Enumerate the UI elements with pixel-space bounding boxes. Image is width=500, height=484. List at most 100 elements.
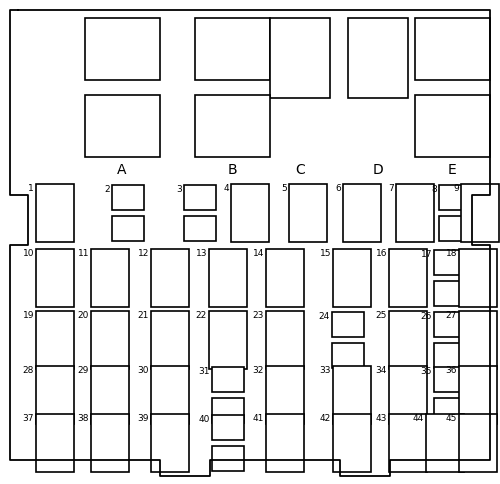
Text: 41: 41 [252,414,264,423]
Bar [151,414,189,472]
Text: 39: 39 [138,414,149,423]
Bar [85,18,160,80]
Bar [184,185,216,210]
Bar [36,366,74,424]
Bar [332,343,364,368]
Bar [112,185,144,210]
Bar [434,343,466,368]
Text: 6: 6 [335,184,341,193]
Text: 20: 20 [78,311,89,320]
Bar [36,184,74,242]
Bar [266,249,304,307]
Bar [266,414,304,472]
Bar [112,216,144,241]
Bar [85,95,160,157]
Bar [426,414,464,472]
Bar [266,366,304,424]
Text: A: A [117,163,127,177]
Bar [212,446,244,471]
Text: 4: 4 [224,184,229,193]
Bar [151,311,189,369]
Bar [461,184,499,242]
Text: 16: 16 [376,249,387,258]
Text: 14: 14 [252,249,264,258]
Bar [434,281,466,306]
Bar [91,366,129,424]
Text: 34: 34 [376,366,387,375]
Text: 3: 3 [176,185,182,194]
Text: 43: 43 [376,414,387,423]
Bar [212,415,244,440]
Bar [289,184,327,242]
Text: 42: 42 [320,414,331,423]
Text: 5: 5 [281,184,287,193]
Bar [36,249,74,307]
Text: D: D [372,163,384,177]
Bar [415,95,490,157]
Bar [459,311,497,369]
Text: 15: 15 [320,249,331,258]
Bar [209,249,247,307]
Bar [434,312,466,337]
Bar [439,216,471,241]
Text: 35: 35 [420,367,432,376]
Bar [459,414,497,472]
Text: 31: 31 [198,367,210,376]
Text: 28: 28 [22,366,34,375]
Bar [389,311,427,369]
Text: 26: 26 [420,312,432,321]
Bar [348,18,408,98]
Bar [91,249,129,307]
Text: 40: 40 [198,415,210,424]
Bar [434,250,466,275]
Text: 24: 24 [319,312,330,321]
Text: 18: 18 [446,249,457,258]
Text: 11: 11 [78,249,89,258]
Text: 45: 45 [446,414,457,423]
Text: 19: 19 [22,311,34,320]
Bar [212,367,244,392]
Text: B: B [227,163,237,177]
Bar [36,311,74,369]
Text: 2: 2 [104,185,110,194]
Bar [434,367,466,392]
Bar [389,414,427,472]
Text: C: C [295,163,305,177]
Text: 22: 22 [196,311,207,320]
Bar [396,184,434,242]
Bar [266,311,304,369]
Bar [91,311,129,369]
Text: 17: 17 [420,250,432,259]
Bar [270,18,330,98]
Bar [231,184,269,242]
Bar [333,249,371,307]
Bar [459,249,497,307]
Text: 44: 44 [413,414,424,423]
Text: 12: 12 [138,249,149,258]
Text: 38: 38 [78,414,89,423]
Bar [36,414,74,472]
Text: 27: 27 [446,311,457,320]
Bar [459,366,497,424]
Bar [209,311,247,369]
Bar [389,249,427,307]
Text: 37: 37 [22,414,34,423]
Text: 10: 10 [22,249,34,258]
Text: 13: 13 [196,249,207,258]
Bar [439,185,471,210]
Bar [333,414,371,472]
Text: E: E [448,163,456,177]
Text: 21: 21 [138,311,149,320]
Bar [91,414,129,472]
Bar [184,216,216,241]
Text: 30: 30 [138,366,149,375]
Text: 36: 36 [446,366,457,375]
Text: 29: 29 [78,366,89,375]
Text: 23: 23 [252,311,264,320]
Text: 1: 1 [28,184,34,193]
Text: 33: 33 [320,366,331,375]
Bar [195,18,270,80]
Text: 9: 9 [453,184,459,193]
Bar [434,398,466,423]
Bar [389,366,427,424]
